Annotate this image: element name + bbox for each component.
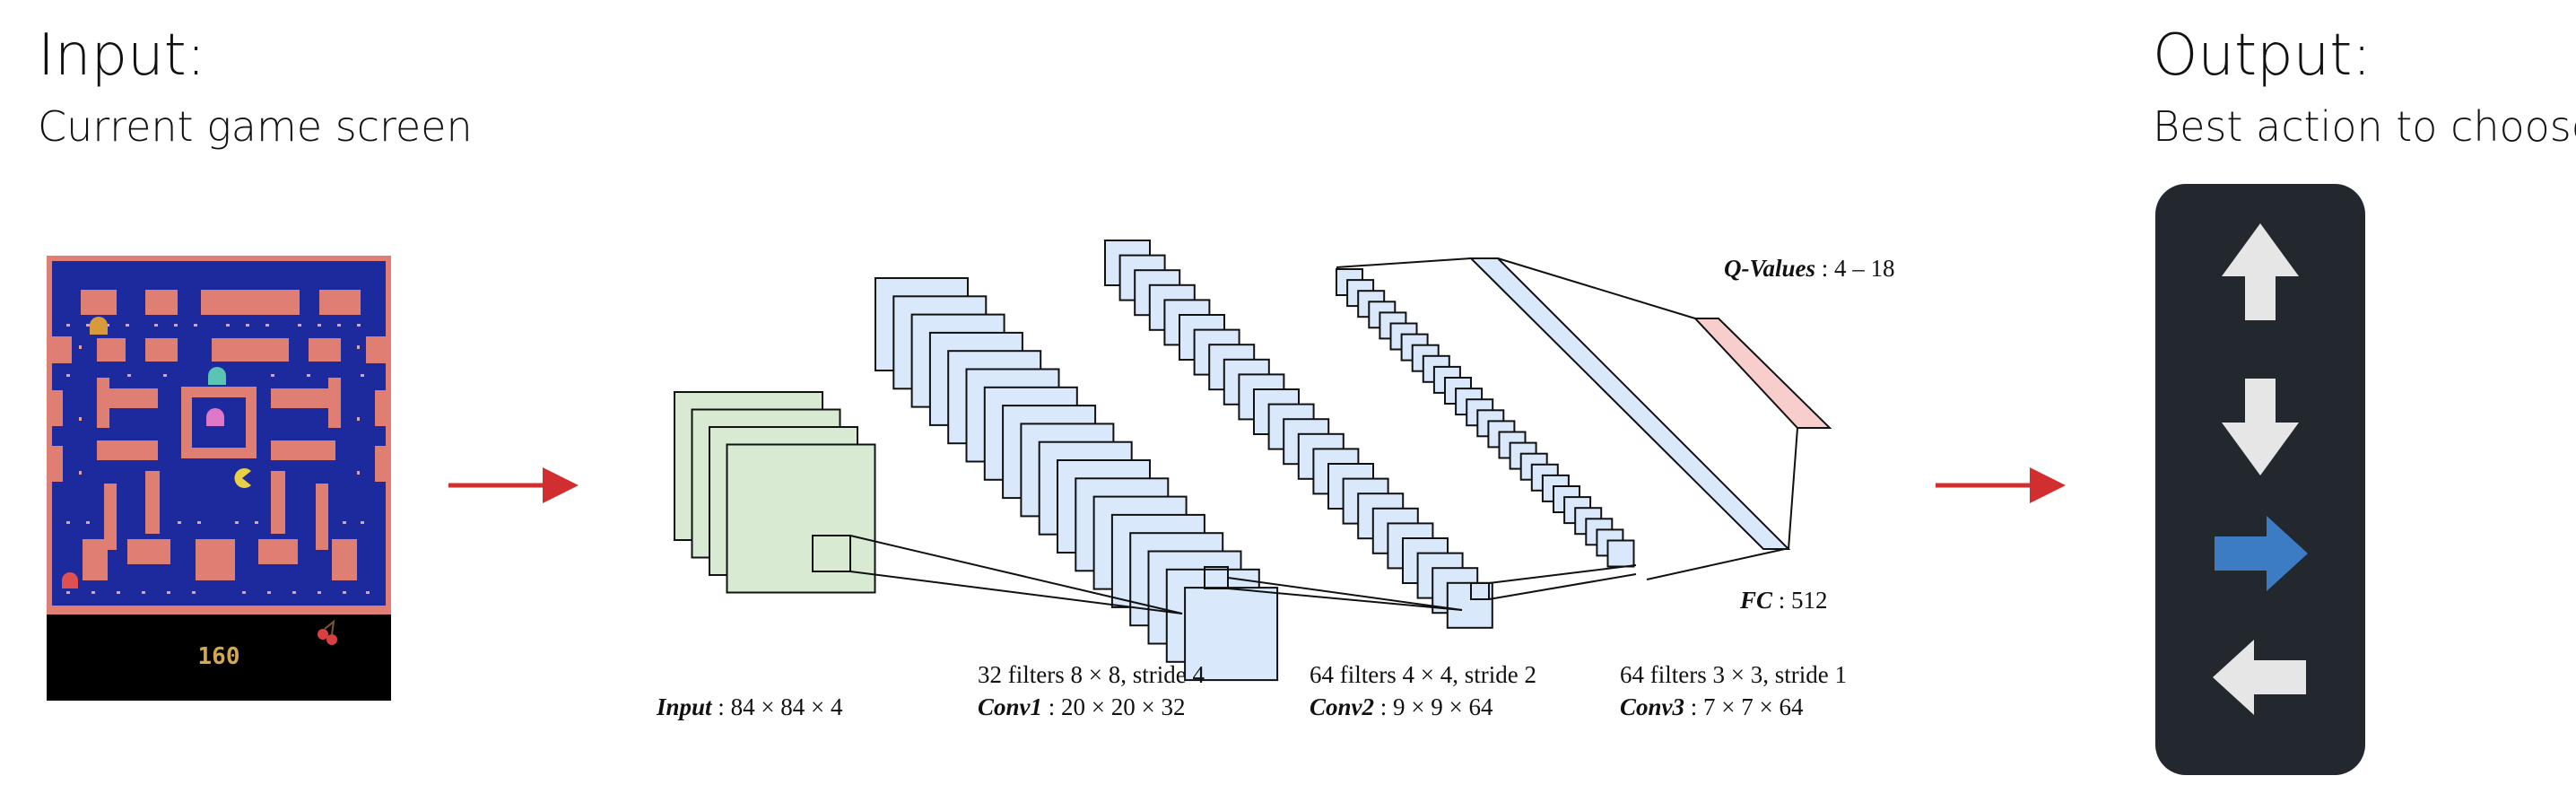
conv2-feature-map <box>1446 581 1493 629</box>
fc-layer <box>1468 257 1791 550</box>
input-feature-map <box>726 443 876 594</box>
conv1-filters: 32 filters 8 × 8, stride 4 <box>978 661 1205 688</box>
game-screen: 160 <box>47 256 391 701</box>
conv3-feature-map <box>1606 539 1635 568</box>
qvalues-layer <box>1693 318 1832 429</box>
connection-lines <box>812 257 1798 615</box>
ghost-cyan-icon <box>208 367 226 385</box>
arrow-left-icon[interactable] <box>2213 640 2306 715</box>
conv2-filters: 64 filters 4 × 4, stride 2 <box>1310 661 1536 688</box>
output-subtitle: Best action to choose <box>2153 102 2576 151</box>
conv2-layer-stack <box>1104 240 1493 629</box>
input-layer-stack <box>674 391 876 594</box>
conv1-feature-map <box>1184 587 1279 682</box>
arrow-right-icon[interactable] <box>2215 516 2308 591</box>
conv3-filters: 64 filters 3 × 3, stride 1 <box>1620 661 1847 688</box>
conv1-caption: Conv1 : 20 × 20 × 32 <box>978 693 1186 720</box>
action-panel <box>2155 184 2365 775</box>
conv3-layer-stack <box>1336 268 1635 568</box>
input-title: Input: <box>38 22 206 89</box>
qvalues-caption: Q-Values : 4 – 18 <box>1724 255 1895 282</box>
ghost-pink-icon <box>206 408 224 426</box>
game-score: 160 <box>197 643 240 670</box>
ghost-red-icon <box>62 572 78 588</box>
receptive-field-input <box>812 535 851 572</box>
cherry-icon <box>318 619 337 645</box>
input-caption: Input : 84 × 84 × 4 <box>656 693 843 720</box>
conv3-caption: Conv3 : 7 × 7 × 64 <box>1620 693 1804 720</box>
arrow-up-icon[interactable] <box>2222 223 2299 320</box>
pacman-icon <box>234 468 251 488</box>
output-title: Output: <box>2153 22 2371 89</box>
receptive-field-conv2 <box>1470 582 1490 600</box>
arrow-down-icon[interactable] <box>2222 379 2299 475</box>
conv2-caption: Conv2 : 9 × 9 × 64 <box>1310 693 1493 720</box>
input-subtitle: Current game screen <box>38 102 473 151</box>
ghost-orange-icon <box>90 317 108 335</box>
fc-caption: FC : 512 <box>1739 587 1828 614</box>
maze-graphic <box>47 256 391 645</box>
